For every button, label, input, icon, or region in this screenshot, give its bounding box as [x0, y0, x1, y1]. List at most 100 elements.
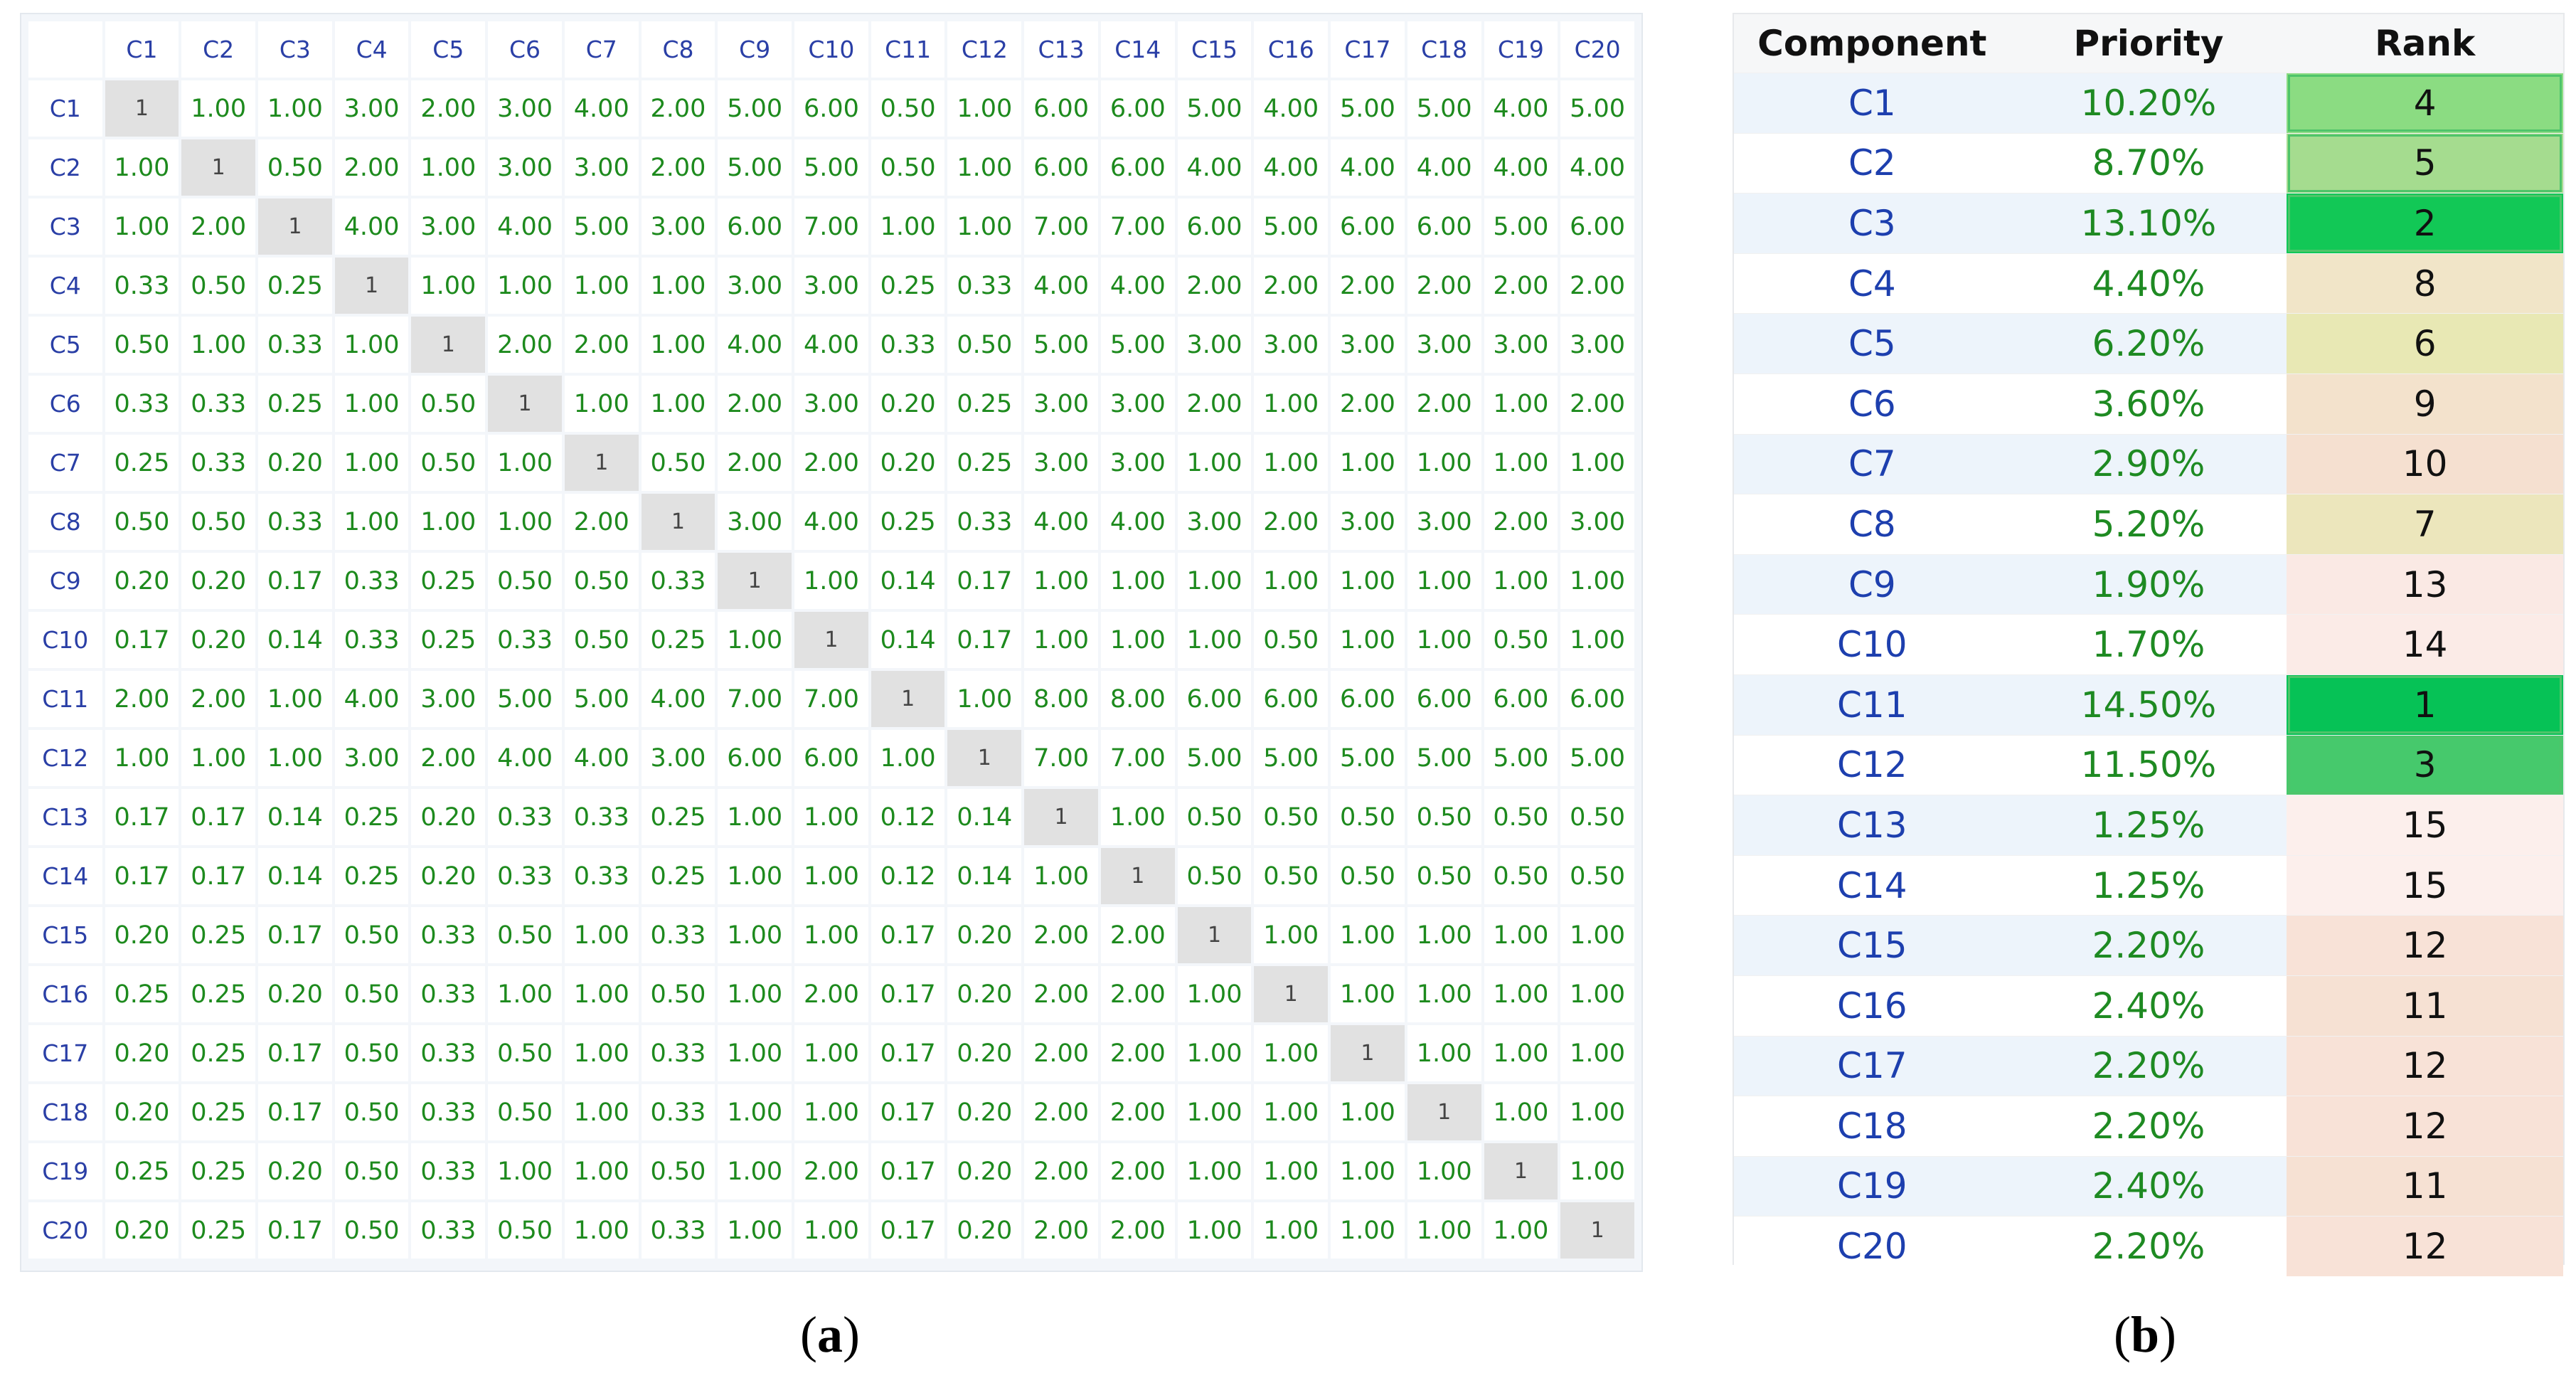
matrix-cell: 3.00 — [334, 80, 409, 137]
matrix-cell: 0.50 — [411, 435, 486, 491]
matrix-cell: 0.33 — [641, 1202, 715, 1259]
rank-cell: 10 — [2287, 433, 2563, 494]
matrix-cell: 8.00 — [1024, 671, 1098, 727]
matrix-cell: 1.00 — [488, 966, 562, 1022]
matrix-row: C7 0.25 0.33 0.20 1.00 0.50 1.00 1 0.50 2.00 2.00 0… — [28, 435, 1634, 491]
matrix-cell: 0.25 — [411, 612, 486, 668]
matrix-cell: 5.00 — [1484, 730, 1558, 786]
matrix-cell: 0.50 — [488, 553, 562, 609]
matrix-cell: 1.00 — [871, 198, 945, 255]
matrix-cell: 0.20 — [411, 848, 486, 904]
matrix-cell: 0.33 — [411, 907, 486, 963]
matrix-row: C6 0.33 0.33 0.25 1.00 0.50 1 1.00 1.00 2.00 3.00 0… — [28, 376, 1634, 432]
matrix-diagonal-cell: 1 — [1331, 1025, 1405, 1081]
matrix-cell: 6.00 — [1331, 198, 1405, 255]
matrix-cell: 1.00 — [1254, 435, 1329, 491]
matrix-row-header: C20 — [28, 1202, 102, 1259]
matrix-cell: 1.00 — [1407, 1202, 1481, 1259]
matrix-cell: 4.00 — [564, 730, 639, 786]
matrix-cell: 1.00 — [334, 376, 409, 432]
matrix-cell: 8.00 — [1100, 671, 1175, 727]
matrix-cell: 0.25 — [871, 494, 945, 550]
matrix-cell: 1.00 — [488, 258, 562, 314]
matrix-cell: 0.33 — [641, 553, 715, 609]
matrix-cell: 0.33 — [411, 1084, 486, 1140]
matrix-cell: 0.50 — [105, 494, 179, 550]
matrix-cell: 2.00 — [1024, 1084, 1098, 1140]
matrix-column-header: C17 — [1331, 21, 1405, 78]
matrix-cell: 2.00 — [181, 671, 256, 727]
matrix-diagonal-cell: 1 — [641, 494, 715, 550]
matrix-cell: 7.00 — [794, 198, 868, 255]
matrix-row-header: C14 — [28, 848, 102, 904]
matrix-cell: 4.00 — [1100, 258, 1175, 314]
matrix-cell: 0.25 — [641, 789, 715, 845]
matrix-row-header: C18 — [28, 1084, 102, 1140]
component-cell: C1 — [1734, 73, 2011, 134]
matrix-diagonal-cell: 1 — [1560, 1202, 1634, 1259]
priority-cell: 1.90% — [2010, 553, 2287, 615]
matrix-row: C12 1.00 1.00 1.00 3.00 2.00 4.00 4.00 3.00 6.00 6… — [28, 730, 1634, 786]
priority-cell: 4.40% — [2010, 253, 2287, 314]
ranking-row: C12 11.50% 3 — [1734, 734, 2563, 795]
matrix-cell: 0.33 — [334, 612, 409, 668]
matrix-cell: 1.00 — [641, 258, 715, 314]
matrix-cell: 1.00 — [1254, 1084, 1329, 1140]
matrix-cell: 0.33 — [411, 966, 486, 1022]
matrix-diagonal-cell: 1 — [1024, 789, 1098, 845]
matrix-cell: 0.17 — [105, 848, 179, 904]
matrix-cell: 1.00 — [1484, 376, 1558, 432]
matrix-cell: 0.50 — [334, 1084, 409, 1140]
matrix-cell: 3.00 — [1024, 435, 1098, 491]
component-cell: C10 — [1734, 614, 2011, 675]
matrix-cell: 0.50 — [334, 966, 409, 1022]
matrix-cell: 0.17 — [258, 907, 332, 963]
matrix-cell: 1.00 — [1254, 907, 1329, 963]
matrix-cell: 1.00 — [1484, 1084, 1558, 1140]
matrix-cell: 7.00 — [1100, 730, 1175, 786]
ranking-row: C17 2.20% 12 — [1734, 1035, 2563, 1096]
matrix-cell: 5.00 — [794, 139, 868, 196]
matrix-cell: 1.00 — [947, 139, 1022, 196]
matrix-cell: 2.00 — [1100, 1143, 1175, 1199]
matrix-cell: 5.00 — [1024, 317, 1098, 373]
ranking-row: C5 6.20% 6 — [1734, 313, 2563, 374]
component-cell: C2 — [1734, 132, 2011, 194]
matrix-cell: 1.00 — [1560, 966, 1634, 1022]
rank-cell: 9 — [2287, 373, 2563, 435]
matrix-column-header: C18 — [1407, 21, 1481, 78]
matrix-cell: 0.33 — [947, 494, 1022, 550]
matrix-cell: 0.20 — [181, 612, 256, 668]
component-cell: C9 — [1734, 553, 2011, 615]
matrix-diagonal-cell: 1 — [1407, 1084, 1481, 1140]
matrix-cell: 6.00 — [1024, 80, 1098, 137]
matrix-cell: 3.00 — [1331, 494, 1405, 550]
matrix-row-header: C4 — [28, 258, 102, 314]
matrix-cell: 1.00 — [1254, 553, 1329, 609]
matrix-cell: 5.00 — [1254, 730, 1329, 786]
matrix-cell: 1.00 — [181, 730, 256, 786]
matrix-cell: 3.00 — [488, 139, 562, 196]
matrix-cell: 0.17 — [181, 789, 256, 845]
matrix-cell: 1.00 — [718, 966, 792, 1022]
matrix-cell: 5.00 — [1560, 730, 1634, 786]
matrix-cell: 1.00 — [718, 789, 792, 845]
caption-b: (b) — [2114, 1306, 2177, 1363]
ranking-row: C15 2.20% 12 — [1734, 915, 2563, 976]
matrix-cell: 3.00 — [411, 671, 486, 727]
matrix-cell: 0.20 — [947, 966, 1022, 1022]
matrix-cell: 4.00 — [794, 494, 868, 550]
matrix-cell: 0.33 — [181, 435, 256, 491]
matrix-cell: 0.25 — [105, 1143, 179, 1199]
ranking-row: C4 4.40% 8 — [1734, 253, 2563, 314]
matrix-cell: 0.12 — [871, 789, 945, 845]
component-cell: C6 — [1734, 373, 2011, 435]
matrix-cell: 0.17 — [258, 1202, 332, 1259]
matrix-row: C3 1.00 2.00 1 4.00 3.00 4.00 5.00 3.00 6.00 7.00 1… — [28, 198, 1634, 255]
matrix-cell: 0.25 — [334, 789, 409, 845]
matrix-cell: 1.00 — [1177, 966, 1252, 1022]
matrix-cell: 2.00 — [1484, 494, 1558, 550]
ranking-row: C8 5.20% 7 — [1734, 494, 2563, 555]
matrix-cell: 1.00 — [488, 1143, 562, 1199]
matrix-cell: 0.20 — [947, 1025, 1022, 1081]
